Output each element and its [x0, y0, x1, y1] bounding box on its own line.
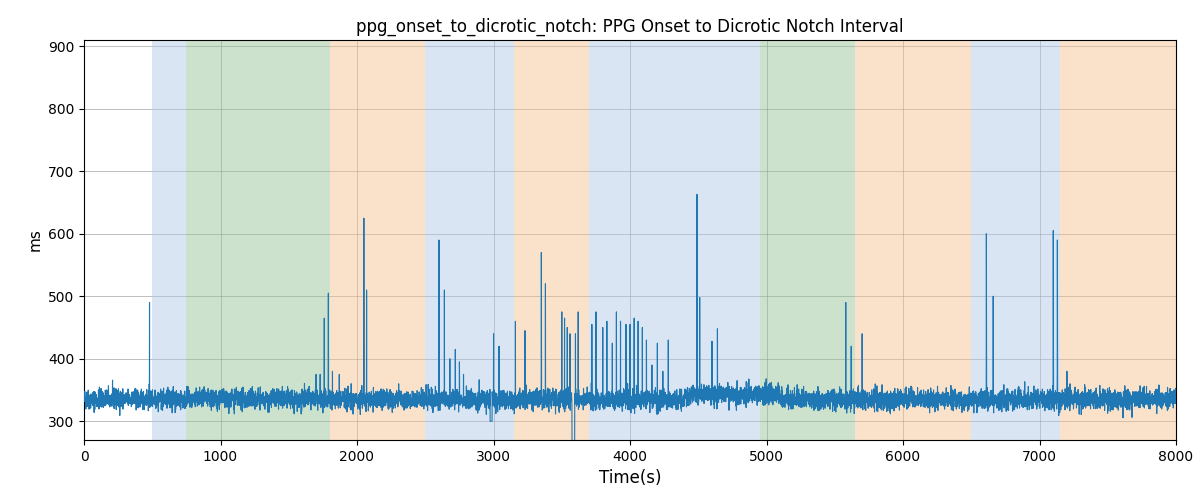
- Bar: [514, 40, 589, 440]
- Y-axis label: ms: ms: [28, 228, 42, 252]
- Bar: [732, 40, 760, 440]
- Bar: [1060, 40, 1176, 440]
- X-axis label: Time(s): Time(s): [599, 470, 661, 488]
- Bar: [330, 40, 425, 440]
- Title: ppg_onset_to_dicrotic_notch: PPG Onset to Dicrotic Notch Interval: ppg_onset_to_dicrotic_notch: PPG Onset t…: [356, 18, 904, 36]
- Bar: [589, 40, 732, 440]
- Bar: [186, 40, 330, 440]
- Bar: [760, 40, 856, 440]
- Bar: [425, 40, 514, 440]
- Bar: [856, 40, 971, 440]
- Bar: [152, 40, 186, 440]
- Bar: [971, 40, 1060, 440]
